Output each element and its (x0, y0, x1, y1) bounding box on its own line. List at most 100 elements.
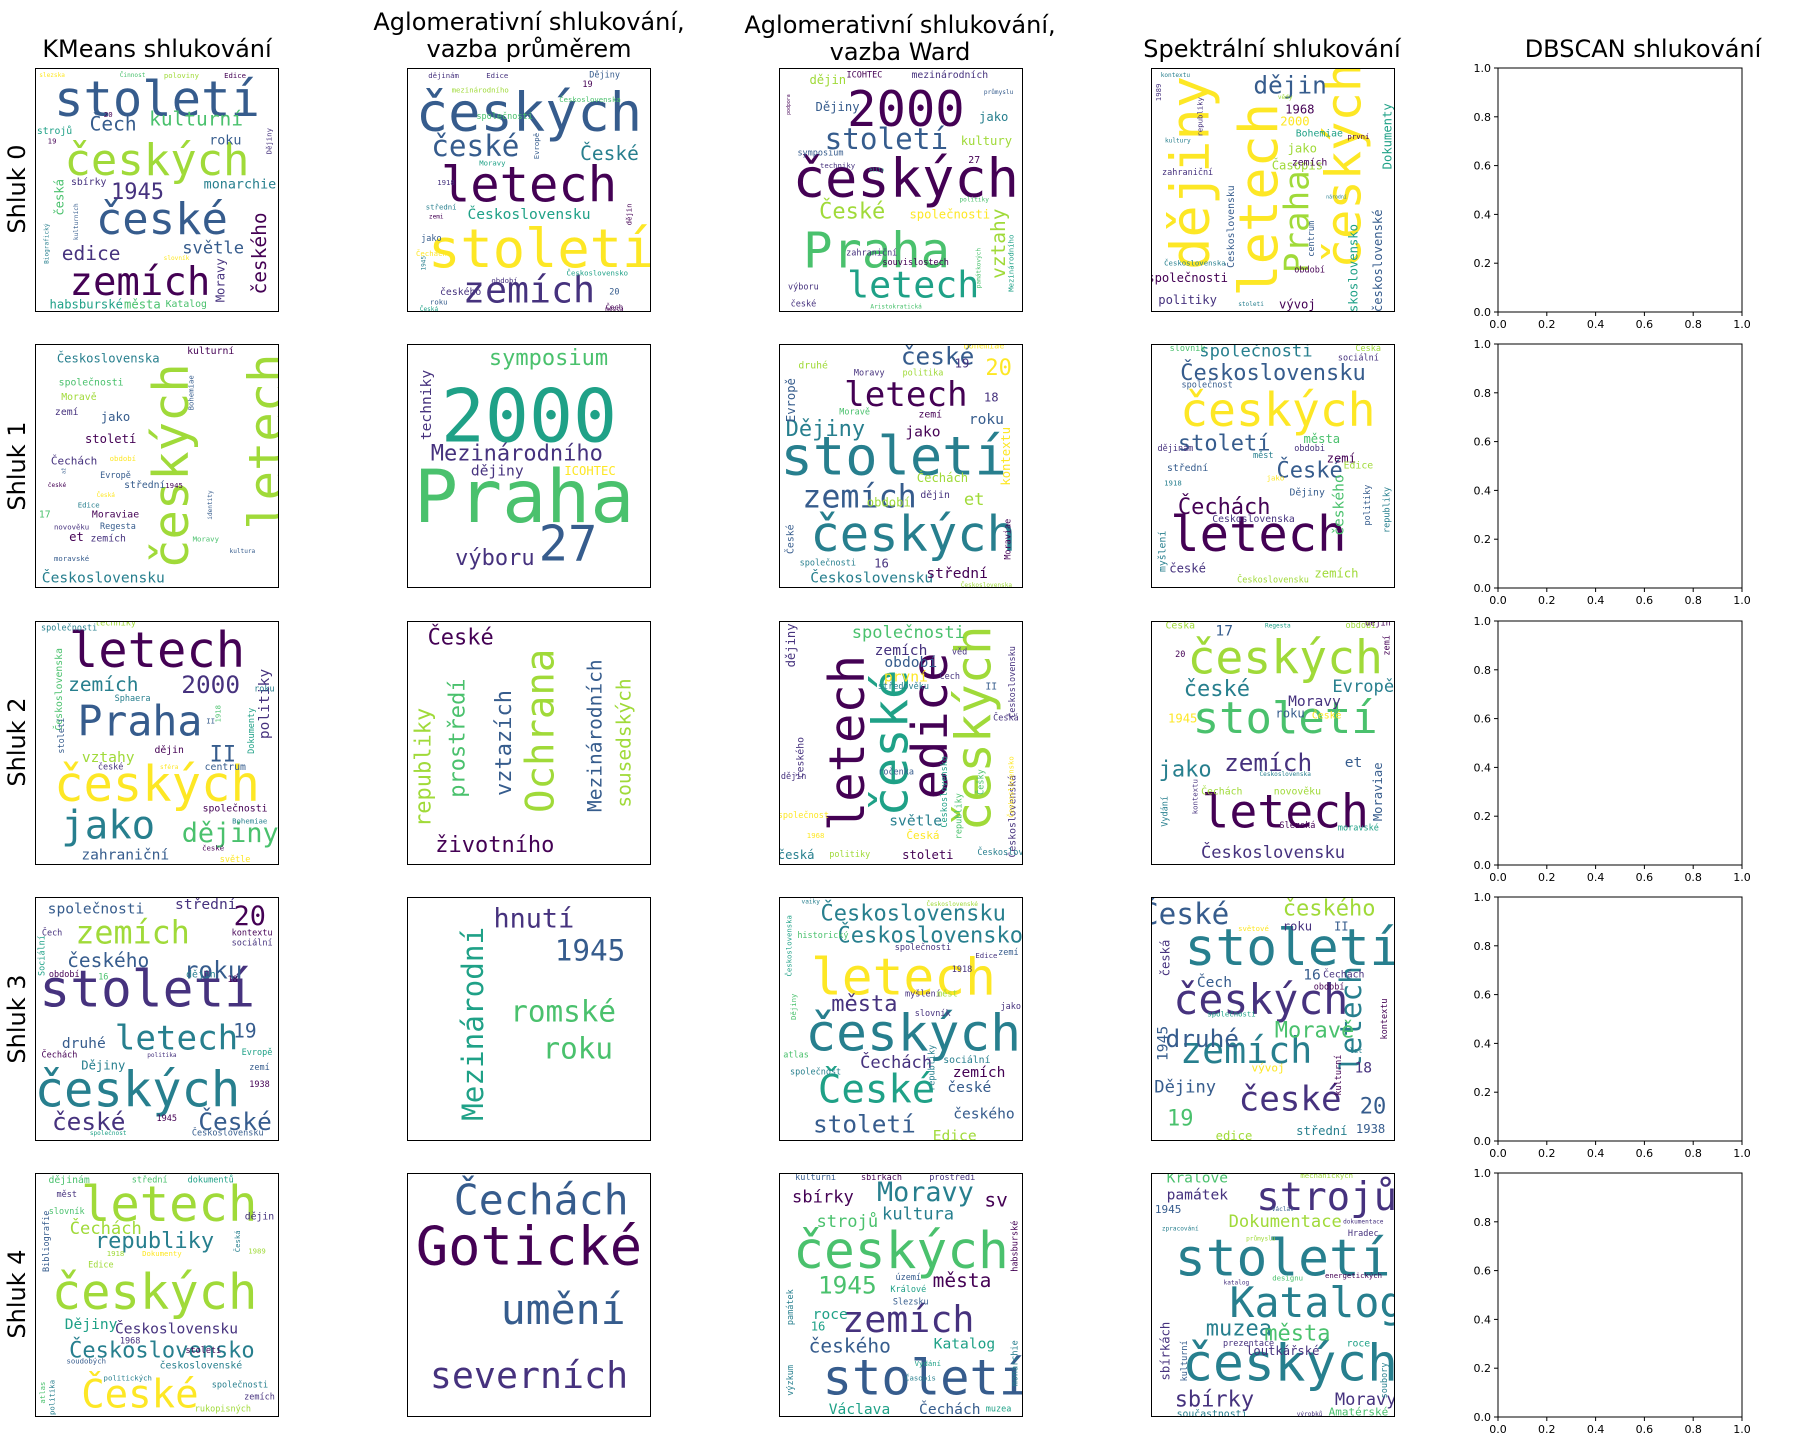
cloud-word: Dějiny (789, 993, 798, 1020)
cloud-word: českých (1315, 63, 1372, 269)
cloud-word: druhé (1166, 1024, 1239, 1053)
cloud-word: zemí (1327, 452, 1356, 466)
cloud-word: století (39, 960, 255, 1020)
cloud-word: společnosti (476, 111, 532, 122)
wordcloud: letechčeskýchČeskoslovenskuČeskoslovensk… (783, 898, 1023, 1141)
cloud-word: 1945 (818, 1271, 877, 1300)
cloud-word: et (964, 490, 985, 510)
cloud-word: zemích (68, 673, 138, 696)
cloud-word: republiky (1383, 487, 1393, 533)
cloud-word: československé (1371, 209, 1385, 312)
cloud-word: dějin (781, 772, 807, 782)
cloud-word: Česká (1166, 618, 1196, 631)
x-tick-label: 1.0 (1733, 871, 1751, 884)
cloud-word: 20 (985, 356, 1012, 381)
panel-r3-c4: 0.0 0.2 0.4 0.6 0.8 1.0 0.0 0.2 0.4 0.6 0.8 1.0 (1474, 891, 1751, 1160)
cloud-word: památek (786, 1289, 796, 1325)
cloud-word: města (933, 1269, 992, 1292)
cloud-word: letech (1227, 103, 1290, 297)
cloud-word: jako (1288, 142, 1317, 156)
cloud-word: česká (778, 848, 815, 862)
wordcloud-background (407, 1173, 651, 1417)
cloud-word: Katalog (1229, 1278, 1404, 1327)
cloud-word: zemích (75, 916, 189, 952)
cloud-word: Čechách (919, 1400, 981, 1418)
cloud-word: společnosti (1199, 341, 1312, 361)
cloud-word: výboru (455, 546, 534, 571)
cloud-word: zemích (953, 1064, 1006, 1081)
cloud-word: sbírky (71, 176, 106, 188)
wordcloud: českých století zemích Moravy 1945 sbírky stro… (786, 1173, 1023, 1418)
cloud-word: zemí (249, 1063, 269, 1073)
row-title-cluster-1: Shluk 1 (3, 421, 31, 510)
panel-r1-c3: českýchletechČeskoslovenskustoletíČeskéČ… (1151, 341, 1395, 588)
cloud-word: společnosti (852, 623, 965, 643)
cloud-word: 1968 (807, 831, 825, 840)
cloud-word: Praha (77, 697, 202, 746)
cloud-word: českého (440, 286, 481, 298)
cloud-word: sbírky (1175, 1387, 1254, 1412)
wordcloud-background (779, 621, 1023, 865)
cloud-word: světle (889, 813, 942, 830)
cloud-word: 1945 (165, 481, 183, 490)
cloud-word: kontextu (1380, 999, 1390, 1040)
row-title-cluster-4: Shluk 4 (3, 1249, 31, 1338)
y-tick-label: 0.4 (1474, 484, 1492, 497)
cloud-word: Ochrana (519, 649, 564, 813)
cloud-word: města (1264, 1322, 1330, 1347)
cloud-word: československé (160, 1359, 243, 1371)
cloud-word: kontextu (1190, 779, 1199, 814)
cloud-word: výboru (788, 283, 819, 293)
cloud-word: Edice (975, 951, 997, 960)
wordcloud: českýchletechČeskoslovenskustoletíČeskéČ… (1157, 341, 1393, 586)
wordcloud-background (407, 897, 651, 1141)
cloud-word: Česká (906, 829, 939, 842)
cloud-word: Čechách (70, 1217, 142, 1239)
cloud-word: politiky (960, 196, 990, 203)
x-tick-label: 1.0 (1733, 1423, 1751, 1436)
wordcloud-frame (35, 1173, 279, 1417)
wordcloud-frame (1151, 1173, 1395, 1417)
wordcloud: Ochrana Mezinárodních sousedských republiky… (412, 625, 636, 858)
cloud-word: města (605, 305, 624, 313)
wordcloud-background (35, 344, 279, 588)
wordcloud-frame (407, 1173, 651, 1417)
cloud-word: slovník (1170, 344, 1206, 354)
cloud-word: dějinám (49, 1174, 90, 1186)
cloud-word: soudobých (66, 1356, 106, 1365)
cloud-word: Československo (567, 268, 629, 277)
cloud-word: Československa (977, 846, 1049, 858)
cloud-word: střední (124, 479, 165, 491)
wordcloud-background (1151, 344, 1395, 588)
x-tick-label: 0.6 (1636, 594, 1654, 607)
cloud-word: roku (969, 411, 1004, 428)
cloud-word: Čech (940, 670, 960, 682)
cloud-word: zemích (1314, 566, 1358, 580)
cloud-word: Československu (1201, 841, 1345, 863)
cloud-word: střední (1296, 1124, 1347, 1138)
cloud-word: prostředí (929, 1173, 975, 1183)
cloud-word: města (124, 298, 161, 312)
wordcloud-background (35, 897, 279, 1141)
cloud-word: období (491, 276, 517, 285)
x-tick-label: 0.2 (1538, 318, 1556, 331)
cloud-word: zemích (463, 269, 595, 312)
cloud-word: České (818, 1065, 935, 1112)
cloud-word: loutkářské (1246, 1344, 1319, 1358)
cloud-word: Československa (57, 351, 160, 366)
wordcloud-frame (1151, 897, 1395, 1141)
cloud-word: Vydání (915, 1359, 941, 1368)
wordcloud-background (407, 68, 651, 312)
wordcloud: letechčeskýchČeskoslovenskuČeskoslovensk… (39, 345, 279, 587)
cloud-word: České (819, 198, 885, 224)
wordcloud: století českých letech zemích Dějiny české Čes… (781, 344, 1016, 588)
cloud-word: Václav (1272, 1205, 1294, 1213)
cloud-word: období (884, 654, 937, 671)
cloud-word: roku (209, 134, 241, 149)
cloud-word: letech (81, 1176, 257, 1233)
column-title-agglomerative-ward: Aglomerativní shlukování, vazba Ward (744, 11, 1055, 66)
cloud-word: Čechách (41, 1049, 77, 1061)
